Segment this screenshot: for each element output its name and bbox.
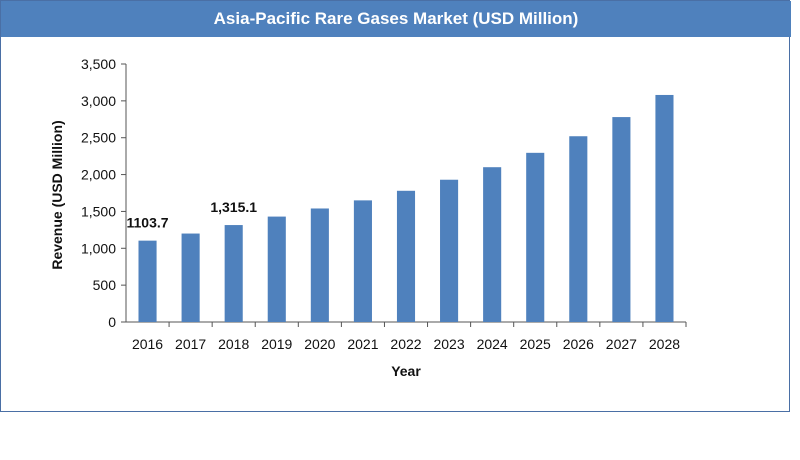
chart-axes: 0 500 1,000 1,500 2,000 2,500 3,000 3,500 2016 20… <box>81 56 687 352</box>
y-tick-label: 3,500 <box>81 56 116 72</box>
x-tick-label: 2021 <box>347 336 378 352</box>
x-tick-label: 2028 <box>649 336 680 352</box>
x-tick-label: 2025 <box>520 336 551 352</box>
y-tick-label: 500 <box>93 277 117 293</box>
x-tick-label: 2027 <box>606 336 637 352</box>
data-label: 1103.7 <box>127 215 169 231</box>
chart-labels: 1103.7 1,315.1 <box>127 199 258 231</box>
bar <box>310 208 329 322</box>
bar <box>396 190 416 322</box>
data-label: 1,315.1 <box>210 199 257 215</box>
x-tick-label: 2018 <box>218 336 249 352</box>
bar <box>267 216 286 322</box>
bar <box>655 94 674 323</box>
x-tick-label: 2016 <box>132 336 163 352</box>
y-tick-label: 3,000 <box>81 93 116 109</box>
x-tick-label: 2024 <box>477 336 508 352</box>
chart-bars <box>138 94 674 323</box>
y-tick-label: 2,000 <box>81 167 116 183</box>
x-tick-label: 2020 <box>304 336 335 352</box>
y-axis-title: Revenue (USD Million) <box>49 120 65 269</box>
y-tick-label: 1,500 <box>81 203 116 219</box>
bar <box>138 240 157 322</box>
x-tick-label: 2022 <box>390 336 421 352</box>
x-tick-label: 2019 <box>261 336 292 352</box>
bar <box>483 167 502 322</box>
x-axis-title: Year <box>391 363 421 379</box>
bar <box>526 152 545 322</box>
bar <box>569 136 588 322</box>
y-tick-label: 2,500 <box>81 130 116 146</box>
bar <box>612 117 631 323</box>
bar <box>181 233 200 322</box>
x-tick-label: 2023 <box>433 336 464 352</box>
bar <box>224 225 243 322</box>
chart-title: Asia-Pacific Rare Gases Market (USD Mill… <box>1 1 791 37</box>
bar <box>440 179 459 322</box>
x-tick-label: 2026 <box>563 336 594 352</box>
x-tick-label: 2017 <box>175 336 206 352</box>
y-tick-label: 0 <box>108 314 116 330</box>
bar <box>353 200 372 322</box>
y-tick-label: 1,000 <box>81 240 116 256</box>
